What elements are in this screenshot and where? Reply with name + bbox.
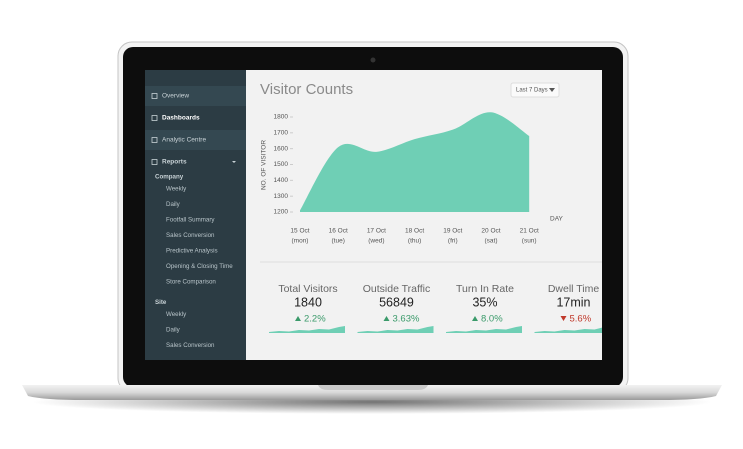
- kpi-value: 17min: [556, 295, 590, 309]
- nav-icon: [151, 93, 158, 99]
- kpi-trend-arrow: [560, 316, 567, 321]
- kpi-change: 3.63%: [393, 314, 420, 325]
- nav-group-title: Site: [155, 299, 167, 306]
- kpi-change: 8.0%: [481, 314, 503, 325]
- kpi-label: Dwell Time: [548, 283, 600, 295]
- kpi-value: 35%: [472, 295, 497, 309]
- nav-link[interactable]: Weekly: [166, 186, 187, 193]
- x-tick-label: 20 Oct: [481, 228, 500, 235]
- x-tick-label: 17 Oct: [367, 228, 386, 235]
- x-tick-sublabel: (wed): [368, 238, 384, 245]
- nav-link[interactable]: Opening & Closing Time: [166, 263, 233, 270]
- y-tick-label: 1400: [274, 177, 289, 184]
- kpi-label: Turn In Rate: [456, 283, 514, 295]
- screen: Overview Dashboards Analytic Centre Reports…: [145, 70, 602, 360]
- sidebar: [145, 70, 246, 360]
- nav-item[interactable]: Overview: [162, 93, 189, 100]
- kpi-change: 2.2%: [304, 314, 326, 325]
- kpi-label: Outside Traffic: [363, 283, 431, 295]
- kpi-value: 1840: [294, 295, 322, 309]
- kpi-trend-arrow: [383, 316, 390, 321]
- kpi-sparkline: [357, 326, 434, 333]
- y-tick-label: 1700: [274, 130, 289, 137]
- laptop-base: [22, 385, 722, 400]
- x-axis-label: DAY: [550, 216, 564, 223]
- y-tick-label: 1200: [274, 209, 289, 216]
- kpi-trend-arrow: [472, 316, 478, 321]
- nav-link[interactable]: Store Comparison: [166, 279, 216, 286]
- y-tick-label: 1300: [274, 193, 289, 200]
- x-tick-label: 16 Oct: [329, 228, 348, 235]
- kpi-value: 56849: [379, 295, 414, 309]
- nav-link[interactable]: Sales Conversion: [166, 342, 215, 349]
- nav-link[interactable]: Sales Conversion: [166, 232, 215, 239]
- kpi-label: Total Visitors: [278, 283, 337, 295]
- kpi-sparkline: [534, 327, 602, 333]
- nav-link[interactable]: Footfall Summary: [166, 217, 215, 224]
- nav-highlight: [145, 130, 246, 150]
- nav-item[interactable]: Dashboards: [162, 115, 200, 122]
- x-tick-sublabel: (sun): [522, 238, 537, 245]
- nav-item[interactable]: Analytic Centre: [162, 137, 206, 144]
- nav-link[interactable]: Weekly: [166, 311, 187, 318]
- y-tick-label: 1800: [274, 114, 289, 121]
- x-tick-label: 18 Oct: [405, 228, 424, 235]
- camera: [370, 57, 376, 63]
- x-tick-sublabel: (fri): [448, 238, 458, 245]
- laptop-notch: [318, 385, 428, 390]
- x-tick-label: 21 Oct: [520, 228, 539, 235]
- x-tick-sublabel: (mon): [292, 238, 309, 245]
- kpi-trend-arrow: [295, 316, 301, 321]
- kpi-change: 5.6%: [570, 314, 592, 325]
- x-tick-sublabel: (tue): [332, 238, 345, 245]
- x-tick-label: 19 Oct: [443, 228, 462, 235]
- y-tick-label: 1600: [274, 145, 289, 152]
- nav-icon: [151, 137, 158, 143]
- nav-link[interactable]: Daily: [166, 327, 181, 334]
- nav-caret: [232, 161, 236, 163]
- x-tick-sublabel: (thu): [408, 238, 421, 245]
- nav-icon: [151, 159, 158, 165]
- nav-item[interactable]: Reports: [162, 159, 187, 166]
- x-tick-label: 15 Oct: [290, 228, 309, 235]
- page-title: Visitor Counts: [260, 81, 353, 98]
- range-dropdown[interactable]: [510, 82, 560, 98]
- x-tick-sublabel: (sat): [485, 238, 498, 245]
- nav-link[interactable]: Daily: [166, 201, 181, 208]
- nav-highlight: [145, 86, 246, 106]
- nav-group-title: Company: [155, 174, 184, 181]
- nav-icon: [151, 115, 158, 121]
- nav-link[interactable]: Predictive Analysis: [166, 248, 218, 255]
- kpi-sparkline: [269, 326, 345, 333]
- y-tick-label: 1500: [274, 161, 289, 168]
- kpi-sparkline: [446, 326, 522, 333]
- dropdown-caret: [549, 88, 555, 92]
- y-axis-label: NO. OF VISITOR: [261, 140, 268, 190]
- visitor-area: [300, 112, 530, 212]
- range-label[interactable]: Last 7 Days: [516, 88, 548, 94]
